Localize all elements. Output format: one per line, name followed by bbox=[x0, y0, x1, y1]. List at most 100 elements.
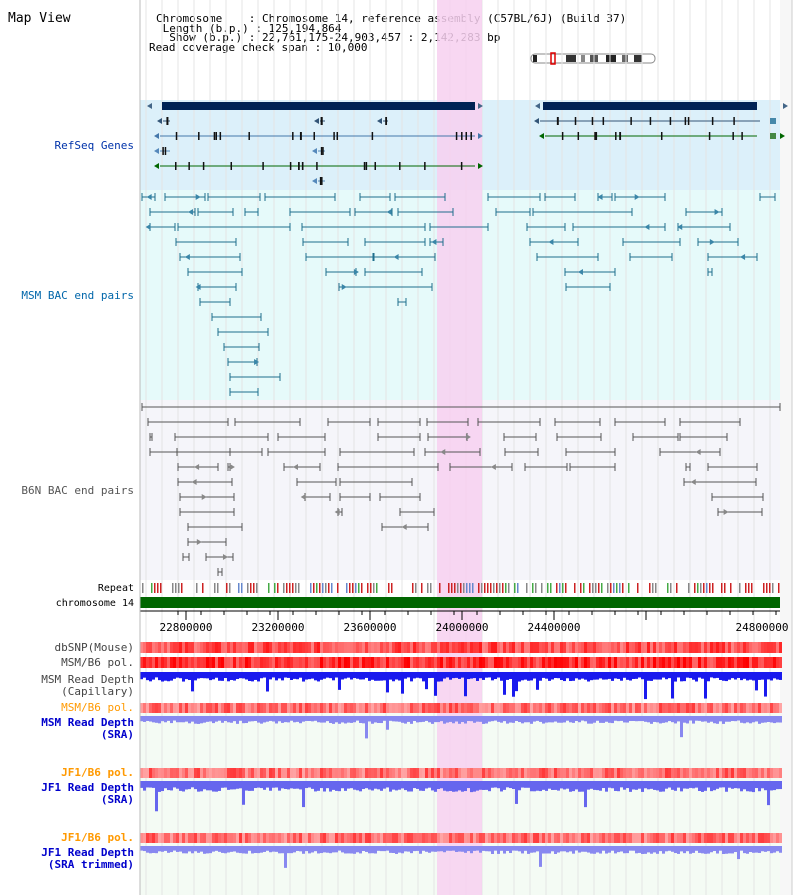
read-depth-bar bbox=[401, 846, 404, 854]
gene-bar[interactable] bbox=[162, 102, 475, 110]
heat-cell bbox=[242, 703, 245, 713]
read-depth-bar bbox=[434, 672, 437, 696]
repeat-element bbox=[493, 583, 495, 593]
read-depth-bar bbox=[374, 846, 377, 854]
heat-cell bbox=[236, 703, 239, 713]
repeat-element bbox=[619, 583, 621, 593]
gene-bar[interactable] bbox=[543, 102, 757, 110]
msm-depth-sra-label-2[interactable]: (SRA) bbox=[101, 728, 134, 741]
msm-bac-pairs-track[interactable] bbox=[141, 193, 776, 396]
heat-cell bbox=[401, 642, 404, 653]
heat-cell bbox=[254, 768, 257, 778]
b6n-bac-pairs-track[interactable] bbox=[141, 403, 781, 576]
read-depth-bar bbox=[398, 672, 401, 681]
heat-cell bbox=[185, 703, 188, 713]
heat-cell bbox=[626, 642, 629, 653]
read-depth-bar bbox=[302, 781, 305, 808]
jf1-pol-trim-label[interactable]: JF1/B6 pol. bbox=[61, 831, 134, 844]
polymorphism-heat-tracks[interactable] bbox=[140, 642, 782, 843]
heat-cell bbox=[407, 833, 410, 843]
jf1-pol-sra-label[interactable]: JF1/B6 pol. bbox=[61, 766, 134, 779]
dbsnp-track-label[interactable]: dbSNP(Mouse) bbox=[55, 641, 134, 654]
read-depth-bar bbox=[290, 716, 293, 721]
heat-cell bbox=[431, 768, 434, 778]
jf1-depth-trim-label-1[interactable]: JF1 Read Depth bbox=[41, 846, 134, 859]
read-depth-bar bbox=[296, 716, 299, 722]
heat-cell bbox=[638, 703, 641, 713]
read-depth-bar bbox=[227, 846, 230, 853]
heat-cell bbox=[383, 833, 386, 843]
read-depth-bar bbox=[359, 846, 362, 854]
heat-cell bbox=[269, 642, 272, 653]
read-depth-bar bbox=[695, 716, 698, 721]
read-depth-bar bbox=[590, 716, 593, 724]
msm-pol-track-label[interactable]: MSM/B6 pol. bbox=[61, 656, 134, 669]
read-depth-bar bbox=[470, 716, 473, 722]
read-depth-bar bbox=[584, 672, 587, 680]
refseq-track-label[interactable]: RefSeq Genes bbox=[55, 139, 134, 152]
read-depth-bar bbox=[704, 672, 707, 699]
jf1-depth-sra-label-2[interactable]: (SRA) bbox=[101, 793, 134, 806]
read-depth-bar bbox=[323, 846, 326, 853]
read-depth-bar bbox=[281, 672, 284, 681]
strand-arrow bbox=[548, 239, 554, 245]
msm-depth-sra-label-1[interactable]: MSM Read Depth bbox=[41, 716, 134, 729]
read-depth-bar bbox=[143, 716, 146, 722]
read-depth-bar bbox=[575, 846, 578, 851]
strand-arrow bbox=[254, 359, 260, 365]
heat-cell bbox=[176, 703, 179, 713]
heat-cell bbox=[410, 833, 413, 843]
heat-cell bbox=[503, 833, 506, 843]
heat-cell bbox=[635, 703, 638, 713]
read-depth-bar bbox=[323, 716, 326, 723]
heat-cell bbox=[326, 768, 329, 778]
read-depth-bar bbox=[356, 672, 359, 679]
heat-cell bbox=[158, 703, 161, 713]
heat-cell bbox=[695, 642, 698, 653]
read-depth-bar bbox=[299, 672, 302, 678]
heat-cell bbox=[374, 833, 377, 843]
heat-cell bbox=[569, 657, 572, 668]
heat-cell bbox=[737, 642, 740, 653]
heat-cell bbox=[386, 642, 389, 653]
read-depth-tracks[interactable] bbox=[140, 672, 782, 868]
heat-cell bbox=[710, 833, 713, 843]
read-depth-bar bbox=[389, 846, 392, 853]
heat-cell bbox=[437, 703, 440, 713]
b6n-bac-track-label[interactable]: B6N BAC end pairs bbox=[21, 484, 134, 497]
msm-bac-track-label[interactable]: MSM BAC end pairs bbox=[21, 289, 134, 302]
read-depth-bar bbox=[152, 781, 155, 788]
msm-depth-cap-label-1[interactable]: MSM Read Depth bbox=[41, 673, 134, 686]
heat-cell bbox=[170, 657, 173, 668]
repeat-track[interactable] bbox=[142, 583, 780, 593]
axis-tick-label: 24000000 bbox=[436, 621, 489, 634]
heat-cell bbox=[548, 642, 551, 653]
chromosome-ideogram[interactable] bbox=[530, 52, 656, 65]
heat-cell bbox=[641, 833, 644, 843]
read-depth-bar bbox=[236, 781, 239, 789]
heat-cell bbox=[707, 703, 710, 713]
heat-cell bbox=[341, 642, 344, 653]
heat-cell bbox=[578, 768, 581, 778]
jf1-depth-sra-label-1[interactable]: JF1 Read Depth bbox=[41, 781, 134, 794]
heat-cell bbox=[221, 703, 224, 713]
read-depth-bar bbox=[611, 846, 614, 851]
page-title: Map View bbox=[8, 11, 71, 26]
heat-cell bbox=[317, 768, 320, 778]
msm-depth-cap-label-2[interactable]: (Capillary) bbox=[61, 685, 134, 698]
heat-cell bbox=[584, 833, 587, 843]
refseq-genes-track[interactable] bbox=[147, 102, 788, 185]
jf1-depth-trim-label-2[interactable]: (SRA trimmed) bbox=[48, 858, 134, 871]
read-depth-bar bbox=[365, 846, 368, 852]
exon bbox=[336, 132, 339, 140]
read-depth-bar bbox=[227, 781, 230, 790]
heat-cell bbox=[713, 703, 716, 713]
highlight-region[interactable] bbox=[437, 0, 482, 895]
heat-cell bbox=[584, 657, 587, 668]
heat-cell bbox=[539, 768, 542, 778]
read-depth-bar bbox=[155, 672, 158, 678]
heat-cell bbox=[422, 833, 425, 843]
chromosome-bar[interactable] bbox=[140, 597, 780, 608]
msm-pol-sra-label[interactable]: MSM/B6 pol. bbox=[61, 701, 134, 714]
